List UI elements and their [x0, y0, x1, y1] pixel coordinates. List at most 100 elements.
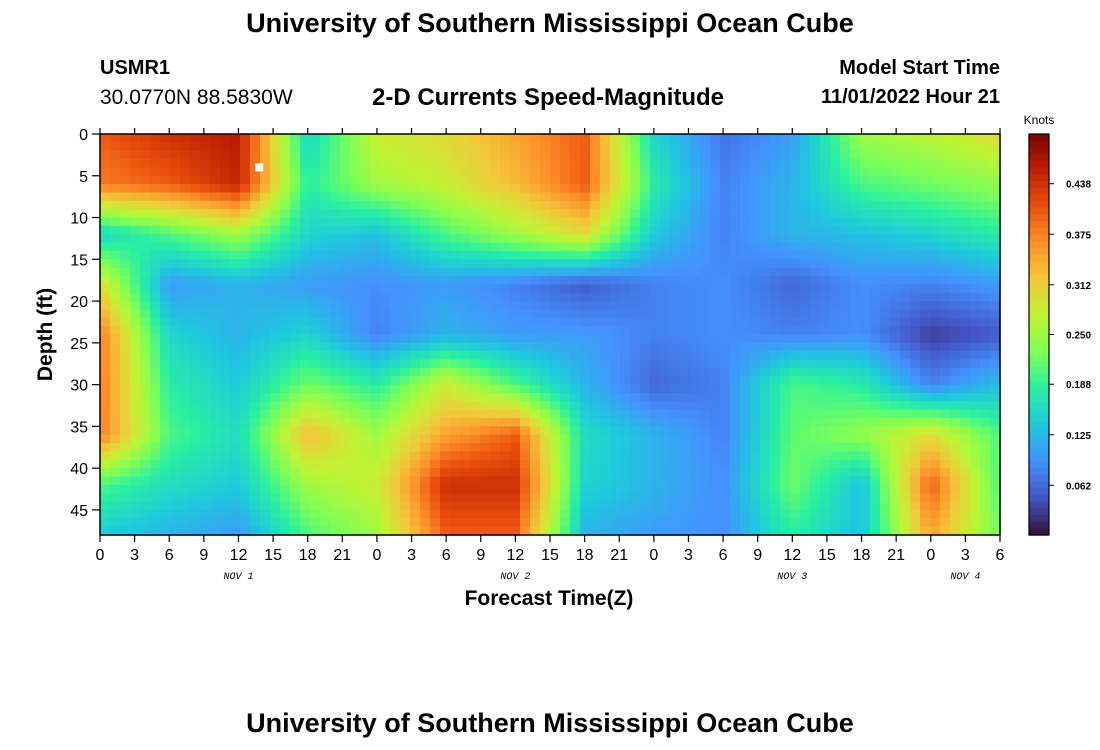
- heatmap-cell: [330, 526, 341, 536]
- heatmap-cell: [310, 509, 321, 519]
- heatmap-cell: [220, 309, 231, 319]
- heatmap-cell: [500, 509, 511, 519]
- heatmap-cell: [230, 493, 241, 503]
- heatmap-cell: [830, 351, 841, 361]
- heatmap-cell: [350, 351, 361, 361]
- heatmap-cell: [230, 501, 241, 511]
- heatmap-cell: [230, 434, 241, 444]
- heatmap-cell: [120, 326, 131, 336]
- heatmap-cell: [350, 267, 361, 277]
- heatmap-cell: [990, 493, 1001, 503]
- heatmap-cell: [780, 367, 791, 377]
- heatmap-cell: [570, 518, 581, 528]
- heatmap-cell: [440, 459, 451, 469]
- colorbar-segment: [1029, 468, 1049, 476]
- heatmap-cell: [890, 418, 901, 427]
- heatmap-cell: [600, 359, 611, 369]
- heatmap-cell: [260, 317, 271, 327]
- heatmap-cell: [330, 250, 341, 260]
- heatmap-cell: [730, 434, 741, 444]
- heatmap-cell: [840, 142, 851, 152]
- heatmap-cell: [270, 376, 281, 386]
- heatmap-cell: [120, 167, 131, 177]
- heatmap-cell: [500, 484, 511, 494]
- heatmap-cell: [100, 267, 111, 277]
- heatmap-cell: [920, 493, 931, 503]
- heatmap-cell: [370, 167, 381, 177]
- heatmap-cell: [170, 509, 181, 519]
- heatmap-cell: [390, 250, 401, 260]
- heatmap-cell: [620, 434, 631, 444]
- heatmap-cell: [610, 259, 621, 269]
- heatmap-cell: [610, 484, 621, 494]
- heatmap-cell: [170, 351, 181, 361]
- heatmap-cell: [150, 359, 161, 369]
- heatmap-cell: [330, 242, 341, 252]
- heatmap-cell: [810, 401, 821, 411]
- heatmap-cell: [400, 250, 411, 260]
- heatmap-cell: [680, 142, 691, 152]
- heatmap-cell: [910, 476, 921, 486]
- heatmap-cell: [210, 493, 221, 503]
- heatmap-cell: [440, 301, 451, 311]
- heatmap-cell: [410, 209, 421, 219]
- heatmap-cell: [760, 526, 771, 536]
- heatmap-cell: [640, 426, 651, 436]
- heatmap-cell: [740, 509, 751, 519]
- heatmap-cell: [260, 267, 271, 277]
- heatmap-cell: [580, 309, 591, 319]
- heatmap-cell: [290, 426, 301, 436]
- heatmap-cell: [710, 284, 721, 294]
- heatmap-cell: [440, 334, 451, 344]
- heatmap-cell: [110, 384, 121, 394]
- heatmap-cell: [680, 175, 691, 185]
- heatmap-cell: [660, 326, 671, 336]
- heatmap-cell: [560, 526, 571, 536]
- heatmap-cell: [600, 392, 611, 402]
- heatmap-cell: [220, 284, 231, 294]
- heatmap-cell: [840, 484, 851, 494]
- heatmap-cell: [940, 250, 951, 260]
- heatmap-cell: [550, 451, 561, 461]
- heatmap-cell: [760, 334, 771, 344]
- heatmap-cell: [200, 468, 211, 478]
- heatmap-cell: [350, 434, 361, 444]
- heatmap-cell: [130, 351, 141, 361]
- heatmap-cell: [210, 434, 221, 444]
- heatmap-cell: [230, 267, 241, 277]
- heatmap-cell: [760, 242, 771, 252]
- heatmap-cell: [120, 451, 131, 461]
- heatmap-cell: [220, 242, 231, 252]
- heatmap-cell: [590, 250, 601, 260]
- heatmap-cell: [560, 334, 571, 344]
- heatmap-cell: [640, 376, 651, 386]
- heatmap-cell: [500, 250, 511, 260]
- heatmap-cell: [890, 501, 901, 511]
- heatmap-cell: [320, 250, 331, 260]
- heatmap-cell: [370, 342, 381, 352]
- heatmap-cell: [930, 443, 941, 453]
- heatmap-cell: [490, 443, 501, 453]
- heatmap-cell: [410, 359, 421, 369]
- heatmap-cell: [590, 484, 601, 494]
- heatmap-cell: [100, 451, 111, 461]
- heatmap-cell: [870, 309, 881, 319]
- heatmap-cell: [240, 367, 251, 377]
- heatmap-cell: [430, 276, 441, 285]
- heatmap-cell: [960, 409, 971, 419]
- heatmap-cell: [640, 276, 651, 285]
- heatmap-cell: [870, 292, 881, 302]
- heatmap-cell: [410, 167, 421, 177]
- heatmap-cell: [590, 159, 601, 169]
- heatmap-cell: [850, 134, 861, 143]
- heatmap-cell: [200, 484, 211, 494]
- heatmap-cell: [860, 434, 871, 444]
- heatmap-cell: [620, 225, 631, 235]
- heatmap-cell: [720, 309, 731, 319]
- heatmap-cell: [710, 184, 721, 194]
- heatmap-cell: [420, 501, 431, 511]
- heatmap-cell: [370, 334, 381, 344]
- heatmap-cell: [160, 259, 171, 269]
- heatmap-cell: [970, 443, 981, 453]
- heatmap-cell: [600, 259, 611, 269]
